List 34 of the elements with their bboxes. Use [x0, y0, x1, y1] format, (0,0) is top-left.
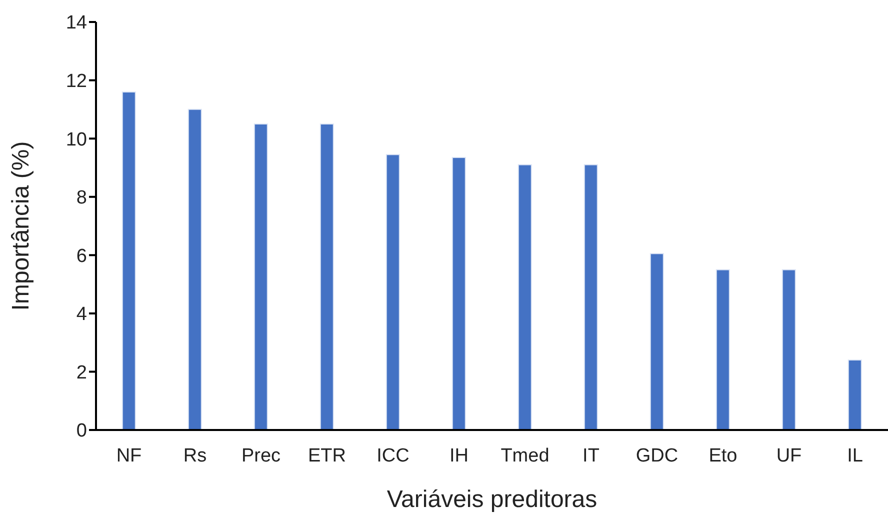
bar: [452, 157, 466, 430]
x-tick-label: IT: [582, 445, 600, 466]
y-tick-label: 14: [66, 12, 88, 34]
bar: [188, 108, 202, 430]
bar: [584, 164, 598, 430]
bar: [386, 154, 400, 430]
bar: [650, 253, 664, 430]
y-tick-label: 4: [76, 304, 88, 326]
bar: [848, 360, 862, 430]
x-tick-label: NF: [116, 445, 142, 466]
y-tick-label: 12: [66, 71, 87, 92]
x-tick-label: GDC: [636, 445, 678, 466]
y-tick-label: 0: [76, 420, 87, 442]
x-tick-label: IL: [847, 445, 863, 466]
x-tick-label: Tmed: [500, 445, 550, 466]
bar: [518, 164, 532, 430]
bar: [254, 124, 268, 430]
x-axis-title: Variáveis preditoras: [386, 486, 598, 513]
bar: [122, 91, 136, 430]
bar: [320, 124, 334, 430]
x-tick-label: IH: [450, 445, 468, 466]
x-tick-label: Rs: [183, 445, 207, 466]
x-tick-label: UF: [776, 445, 802, 466]
bar: [716, 269, 730, 430]
y-tick-label: 6: [76, 246, 87, 267]
x-tick-label: Eto: [708, 445, 738, 466]
y-axis-title: Importância (%): [8, 141, 35, 311]
y-tick-label: 2: [76, 362, 87, 384]
x-tick-label: ETR: [308, 445, 346, 466]
y-tick-label: 8: [76, 188, 87, 209]
y-tick-label: 10: [66, 129, 87, 150]
bar: [782, 269, 796, 430]
x-tick-label: Prec: [241, 445, 281, 466]
x-tick-label: ICC: [376, 445, 410, 466]
